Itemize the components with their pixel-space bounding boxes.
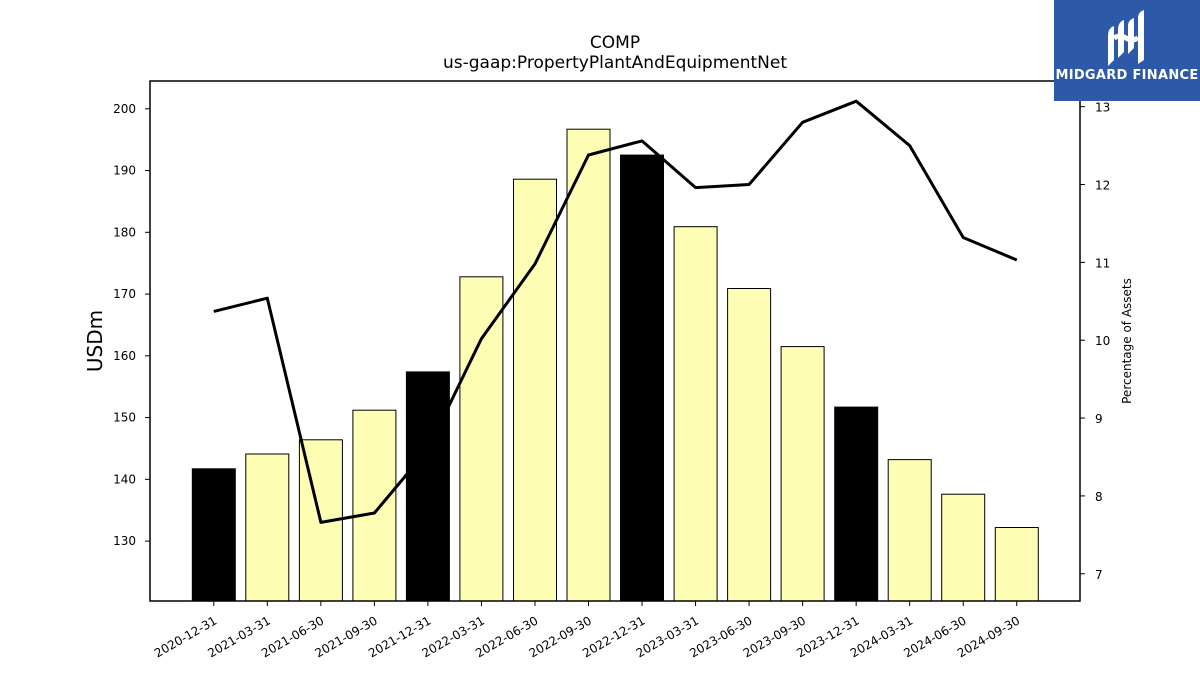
bar-2022-06-30 xyxy=(513,178,557,602)
y-tick-label-left: 180 xyxy=(113,225,136,239)
y-axis-label-right: Percentage of Assets xyxy=(1120,278,1134,404)
y-tick-label-left: 130 xyxy=(113,534,136,548)
midgard-logo-icon xyxy=(1108,10,1144,66)
percentage-line xyxy=(213,99,1018,524)
y-tick-label-right: 13 xyxy=(1095,101,1110,115)
y-axis-right: 7 8 9 10 11 12 13 xyxy=(1080,101,1110,582)
chart-title: COMP xyxy=(590,33,640,53)
y-tick-label-right: 9 xyxy=(1095,412,1103,426)
bar-2021-09-30 xyxy=(352,409,397,602)
bar-2022-09-30 xyxy=(566,128,611,602)
logo-text: MIDGARD FINANCE xyxy=(1055,68,1199,83)
x-axis: 2020-12-312021-03-312021-06-302021-09-30… xyxy=(152,601,1022,660)
y-tick-label-left: 150 xyxy=(113,411,136,425)
bar-2024-06-30 xyxy=(941,493,986,602)
y-tick-label-left: 200 xyxy=(113,102,136,116)
y-axis-label-left: USDm xyxy=(83,310,107,372)
bar-2022-03-31 xyxy=(459,276,504,602)
bar-2022-12-31 xyxy=(620,154,664,602)
bar-2024-09-30 xyxy=(994,527,1039,602)
bar-2021-03-31 xyxy=(245,453,290,602)
bar-2023-12-31 xyxy=(834,406,879,602)
bar-2023-06-30 xyxy=(727,288,772,602)
y-axis-left: 130 140 150 160 170 180 190 200 xyxy=(113,102,150,548)
bar-2024-03-31 xyxy=(887,459,932,602)
y-tick-label-right: 7 xyxy=(1095,568,1103,582)
bar-series xyxy=(191,128,1039,602)
bar-2023-09-30 xyxy=(780,346,825,602)
y-tick-label-right: 10 xyxy=(1095,334,1110,348)
y-tick-label-left: 140 xyxy=(113,472,136,486)
y-tick-label-right: 11 xyxy=(1095,256,1110,270)
bar-2023-03-31 xyxy=(673,226,718,602)
plot-frame xyxy=(149,80,1081,602)
chart-subtitle: us-gaap:PropertyPlantAndEquipmentNet xyxy=(443,53,787,73)
y-tick-label-left: 170 xyxy=(113,287,136,301)
y-tick-label-right: 8 xyxy=(1095,490,1103,504)
bar-2020-12-31 xyxy=(191,468,236,602)
midgard-finance-logo: MIDGARD FINANCE xyxy=(1054,0,1200,101)
y-tick-label-left: 190 xyxy=(113,164,136,178)
bar-2021-12-31 xyxy=(405,371,450,602)
y-tick-label-right: 12 xyxy=(1095,179,1110,193)
y-tick-label-left: 160 xyxy=(113,349,136,363)
line-series xyxy=(213,99,1018,524)
